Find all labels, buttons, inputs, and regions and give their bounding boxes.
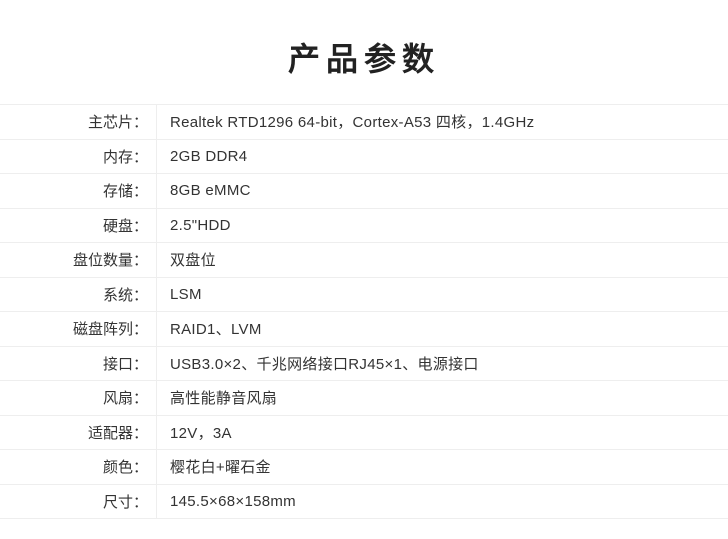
- spec-row: 适配器： 12V，3A: [0, 415, 728, 450]
- spec-label: 尺寸：: [0, 484, 157, 518]
- spec-value: 145.5×68×158mm: [170, 492, 296, 510]
- spec-label: 存储：: [0, 174, 157, 208]
- spec-value: LSM: [170, 285, 202, 303]
- spec-label: 硬盘：: [0, 208, 157, 242]
- spec-row: 硬盘： 2.5"HDD: [0, 208, 728, 243]
- spec-value: 2.5"HDD: [170, 216, 231, 234]
- spec-row: 风扇： 高性能静音风扇: [0, 381, 728, 416]
- spec-value: 2GB DDR4: [170, 147, 248, 165]
- spec-label: 盘位数量：: [0, 243, 157, 277]
- spec-label: 风扇：: [0, 381, 157, 415]
- spec-value: 12V，3A: [170, 424, 232, 442]
- spec-row: 尺寸： 145.5×68×158mm: [0, 484, 728, 519]
- spec-label: 颜色：: [0, 450, 157, 484]
- spec-row: 接口： USB3.0×2、千兆网络接口RJ45×1、电源接口: [0, 346, 728, 381]
- spec-row: 主芯片： Realtek RTD1296 64-bit，Cortex-A53 四…: [0, 105, 728, 140]
- spec-value: Realtek RTD1296 64-bit，Cortex-A53 四核，1.4…: [170, 114, 535, 132]
- spec-value: RAID1、LVM: [170, 321, 262, 339]
- page-title: 产品参数: [287, 41, 440, 77]
- spec-label: 适配器：: [0, 415, 157, 449]
- spec-row: 存储： 8GB eMMC: [0, 174, 728, 209]
- spec-row: 系统： LSM: [0, 277, 728, 312]
- spec-value: 8GB eMMC: [170, 182, 251, 200]
- spec-value: 高性能静音风扇: [170, 390, 278, 408]
- spec-label: 接口：: [0, 346, 157, 380]
- spec-value: USB3.0×2、千兆网络接口RJ45×1、电源接口: [170, 355, 479, 373]
- spec-value: 樱花白+曜石金: [170, 459, 271, 477]
- spec-row: 内存： 2GB DDR4: [0, 139, 728, 174]
- spec-row: 盘位数量： 双盘位: [0, 243, 728, 278]
- spec-value: 双盘位: [170, 252, 216, 270]
- spec-label: 磁盘阵列：: [0, 312, 157, 346]
- spec-label: 内存：: [0, 139, 157, 173]
- spec-row: 磁盘阵列： RAID1、LVM: [0, 312, 728, 347]
- spec-table: 主芯片： Realtek RTD1296 64-bit，Cortex-A53 四…: [0, 104, 728, 519]
- spec-label: 主芯片：: [0, 105, 157, 139]
- spec-label: 系统：: [0, 277, 157, 311]
- spec-row: 颜色： 樱花白+曜石金: [0, 450, 728, 485]
